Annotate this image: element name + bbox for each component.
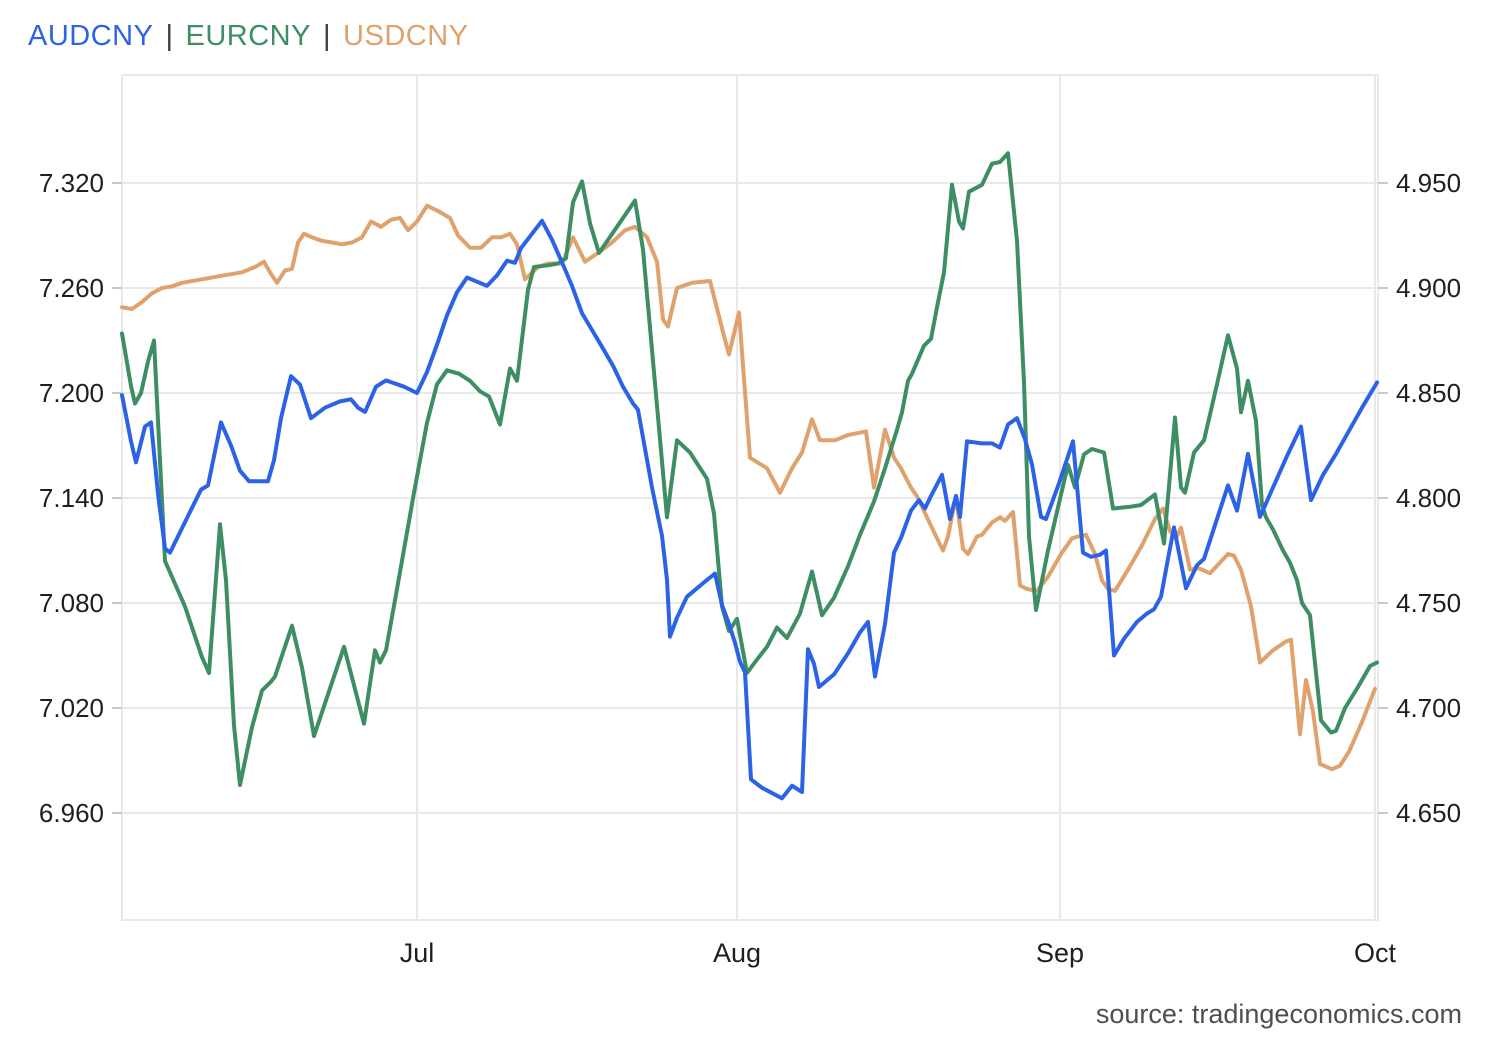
y-axis-label-left: 6.960 bbox=[39, 798, 104, 828]
y-axis-label-left: 7.080 bbox=[39, 588, 104, 618]
series-line-audcny[interactable] bbox=[120, 218, 1379, 801]
legend-item-audcny[interactable]: AUDCNY bbox=[28, 20, 154, 52]
x-axis-label-aug: Aug bbox=[713, 938, 761, 968]
y-axis-label-right: 4.950 bbox=[1396, 168, 1461, 198]
y-axis-label-right: 4.850 bbox=[1396, 378, 1461, 408]
chart-legend: AUDCNY | EURCNY | USDCNY bbox=[28, 20, 469, 53]
y-axis-label-left: 7.320 bbox=[39, 168, 104, 198]
y-axis-label-left: 7.020 bbox=[39, 693, 104, 723]
y-axis-label-right: 4.750 bbox=[1396, 588, 1461, 618]
x-axis-label-jul: Jul bbox=[400, 938, 435, 968]
source-attribution: source: tradingeconomics.com bbox=[1095, 999, 1462, 1029]
y-axis-label-left: 7.140 bbox=[39, 483, 104, 513]
y-axis-label-right: 4.800 bbox=[1396, 483, 1461, 513]
y-axis-label-right: 4.900 bbox=[1396, 273, 1461, 303]
legend-item-eurcny[interactable]: EURCNY bbox=[185, 20, 311, 52]
x-axis-label-sep: Sep bbox=[1036, 938, 1084, 968]
series-line-eurcny[interactable] bbox=[120, 151, 1379, 787]
y-axis-label-right: 4.650 bbox=[1396, 798, 1461, 828]
y-axis-label-right: 4.700 bbox=[1396, 693, 1461, 723]
y-axis-label-left: 7.260 bbox=[39, 273, 104, 303]
y-axis-label-left: 7.200 bbox=[39, 378, 104, 408]
legend-separator: | bbox=[322, 20, 332, 52]
legend-item-usdcny[interactable]: USDCNY bbox=[343, 20, 469, 52]
legend-separator: | bbox=[165, 20, 174, 52]
x-axis-label-oct: Oct bbox=[1354, 938, 1397, 968]
